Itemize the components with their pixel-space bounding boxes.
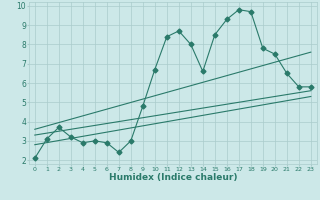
X-axis label: Humidex (Indice chaleur): Humidex (Indice chaleur) [108, 173, 237, 182]
